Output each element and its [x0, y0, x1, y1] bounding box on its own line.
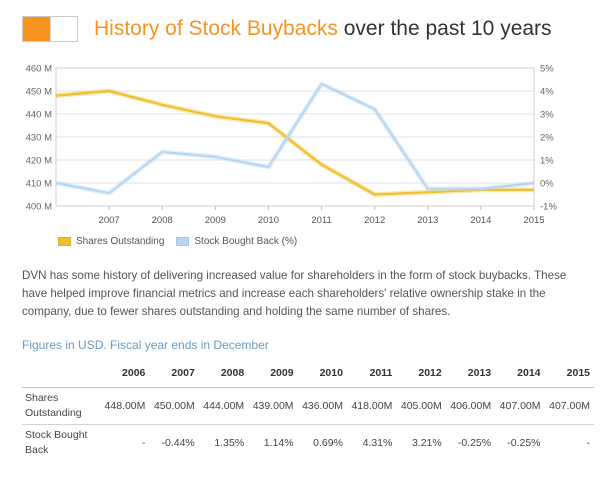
table-cell: 444.00M [203, 399, 245, 412]
header: History of Stock Buybacks over the past … [22, 14, 552, 44]
table-header-row: 2006 2007 2008 2009 2010 2011 2012 2013 2014 2015 [22, 360, 594, 388]
legend-swatch-buyback [176, 237, 190, 246]
table-cell: 1.14% [248, 423, 298, 461]
figures-table-wrap: 2006 2007 2008 2009 2010 2011 2012 2013 2014 2015… [22, 360, 594, 461]
table-row-label: Shares Outstanding [22, 387, 100, 424]
table-cell: 0.69% [297, 423, 347, 461]
y-left-tick-label: 420 M [26, 156, 52, 167]
legend-item-buyback[interactable]: Stock Bought Back (%) [176, 236, 297, 247]
table-cell: 4.31% [346, 423, 397, 461]
table-year-header: 2011 [346, 360, 397, 388]
legend-item-shares[interactable]: Shares Outstanding [58, 236, 164, 247]
y-right-tick-label: 0% [540, 179, 554, 190]
table-cell: 406.00M [450, 399, 492, 412]
x-tick-label: 2008 [152, 215, 173, 226]
table-row: Shares Outstanding 448.00M 450.00M 444.00M 43… [22, 387, 594, 424]
table-cell: - [544, 423, 594, 461]
x-tick-label: 2013 [417, 215, 438, 226]
y-left-tick-label: 440 M [26, 110, 52, 121]
x-tick-label: 2010 [258, 215, 279, 226]
table-year-header: 2008 [198, 360, 249, 388]
row-label-line2: Back [25, 443, 49, 456]
table-cell: -0.25% [445, 423, 496, 461]
x-tick-label: 2011 [311, 215, 331, 226]
page-title: History of Stock Buybacks over the past … [94, 17, 552, 41]
table-corner-cell [22, 360, 100, 388]
legend-swatch-shares [58, 237, 71, 246]
table-cell: 407.00M [499, 399, 541, 412]
y-right-tick-label: 5% [540, 64, 554, 75]
legend-label-shares: Shares Outstanding [76, 236, 165, 247]
table-cell: 418.00M [351, 399, 393, 412]
table-year-header: 2013 [445, 360, 496, 388]
y-left-tick-label: 410 M [26, 179, 52, 190]
y-right-tick-label: 2% [540, 133, 554, 144]
table-row: Stock Bought Back - -0.44% 1.35% 1.14% 0.69% 4.… [22, 423, 594, 461]
row-label-line1: Stock Bought [25, 428, 88, 441]
row-label-line2: Outstanding [25, 406, 82, 419]
series-halo-1 [55, 81, 535, 196]
y-right-tick-label: -1% [540, 202, 557, 213]
description-text: DVN has some history of delivering incre… [22, 269, 567, 318]
x-tick-label: 2014 [470, 215, 491, 226]
brand-logo-icon [22, 16, 78, 42]
table-cell: 436.00M [302, 399, 343, 412]
y-right-tick-label: 4% [540, 87, 554, 98]
row-label-line1: Shares [25, 391, 59, 404]
table-cell: -0.25% [495, 423, 545, 461]
table-cell: 450.00M [153, 399, 195, 412]
table-cell: 405.00M [400, 399, 442, 412]
x-tick-label: 2007 [99, 215, 120, 226]
plot-frame [55, 67, 535, 207]
y-left-tick-label: 400 M [26, 202, 52, 213]
table-year-header: 2012 [396, 360, 446, 388]
title-rest: over the past 10 years [337, 17, 552, 40]
table-cell: 407.00M [549, 399, 590, 412]
legend-label-buyback: Stock Bought Back (%) [194, 236, 298, 247]
y-left-tick-label: 450 M [26, 87, 52, 98]
shares-series-line [55, 89, 534, 196]
table-cell: 448.00M [104, 399, 146, 412]
table-cell: - [100, 423, 150, 461]
y-right-tick-label: 3% [540, 110, 554, 121]
table-cell: 1.35% [198, 423, 249, 461]
y-right-tick-label: 1% [540, 156, 554, 167]
figures-caption: Figures in USD. Fiscal year ends in Dece… [22, 338, 269, 352]
table-year-header: 2014 [495, 360, 545, 388]
table-year-header: 2010 [297, 360, 347, 388]
table-body: Shares Outstanding 448.00M 450.00M 444.00M 43… [22, 387, 594, 461]
logo-fill [23, 17, 50, 41]
table-cell: -0.44% [149, 423, 199, 461]
x-tick-label: 2009 [205, 215, 226, 226]
table-cell: 439.00M [252, 399, 294, 412]
x-tick-label: 2012 [364, 215, 385, 226]
table-year-header: 2006 [100, 360, 150, 388]
table-year-header: 2007 [149, 360, 199, 388]
title-accent: History of Stock Buybacks [94, 17, 338, 40]
buyback-series-line [55, 82, 535, 195]
y-left-tick-label: 460 M [26, 64, 52, 75]
table-year-header: 2015 [544, 360, 594, 388]
y-left-tick-label: 430 M [26, 133, 52, 144]
table-cell: 3.21% [396, 423, 446, 461]
buyback-chart: 400 M 410 M 420 M 430 M 440 M 450 M 460 M -1% 0%… [26, 64, 558, 227]
x-tick-label: 2015 [523, 215, 544, 226]
table-year-header: 2009 [248, 360, 298, 388]
table-row-label: Stock Bought Back [22, 423, 100, 461]
logo-empty [50, 17, 77, 41]
figures-table: 2006 2007 2008 2009 2010 2011 2012 2013 2014 2015… [22, 360, 594, 461]
chart-legend: Shares Outstanding Stock Bought Back (%) [58, 236, 309, 247]
